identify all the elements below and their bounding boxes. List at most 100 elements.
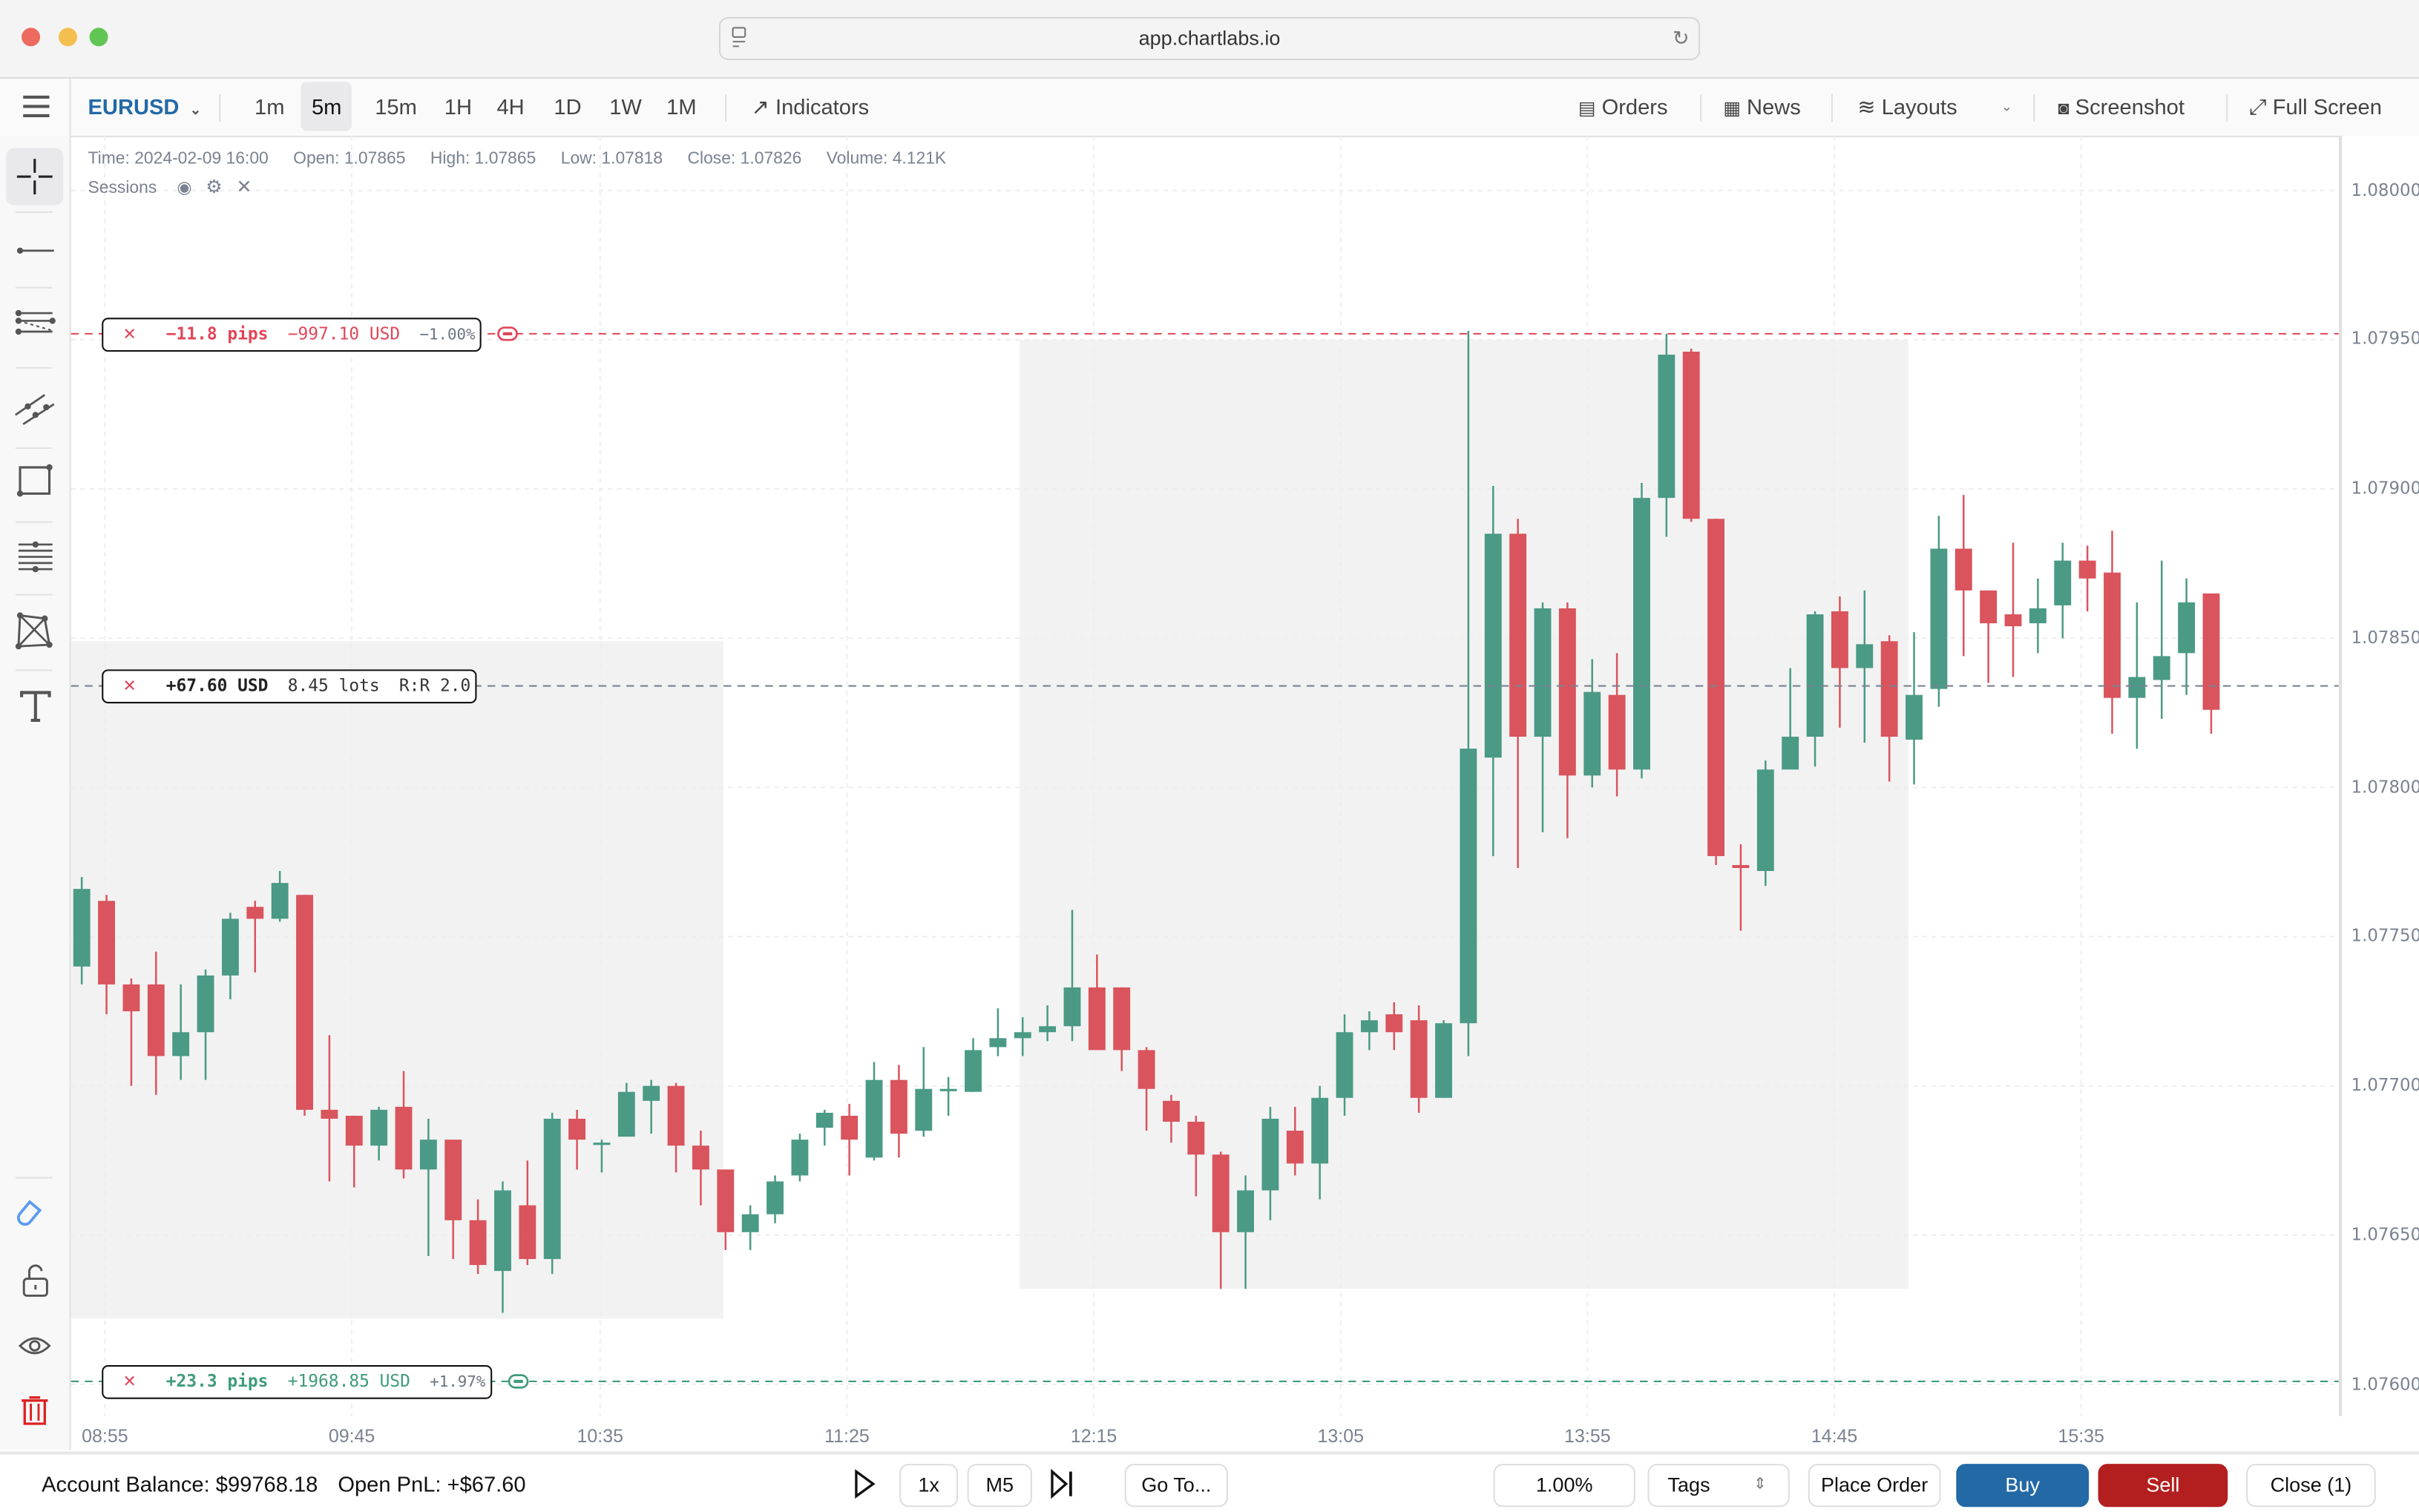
crosshair-tool[interactable] [6, 148, 64, 206]
sidebar-toggle-icon[interactable] [731, 26, 746, 47]
fib-tool[interactable] [6, 298, 63, 355]
legend-time: Time: 2024-02-09 16:00 [88, 149, 269, 168]
symbol-selector[interactable]: EURUSD ⌄ [88, 79, 202, 136]
candle [1534, 608, 1552, 737]
fullscreen-button[interactable]: ⤢ Full Screen [2249, 79, 2382, 136]
close-icon[interactable]: ✕ [236, 176, 252, 198]
candle [1014, 1032, 1031, 1039]
screenshot-button[interactable]: ◙ Screenshot [2058, 79, 2185, 136]
goto-button[interactable]: Go To... [1124, 1464, 1228, 1508]
layouts-button[interactable]: ≋ Layouts [1857, 79, 1957, 136]
place-order-button[interactable]: Place Order [1808, 1464, 1941, 1508]
step-forward-button[interactable] [1046, 1467, 1077, 1501]
risk-value: 1.00% [1535, 1473, 1593, 1496]
candle [767, 1181, 784, 1214]
play-icon [855, 1469, 876, 1499]
close-icon[interactable]: ✕ [123, 322, 136, 346]
legend-close: Close: 1.07826 [687, 149, 802, 168]
candle [1385, 1014, 1403, 1033]
text-tool[interactable] [6, 677, 63, 734]
timeframe-5m[interactable]: 5m [301, 82, 352, 131]
candle [1509, 533, 1527, 737]
gear-icon[interactable]: ⚙ [206, 176, 223, 198]
magnet-toggle[interactable] [6, 1186, 63, 1243]
horizontal-lines-tool[interactable] [6, 527, 63, 585]
address-bar[interactable]: app.chartlabs.io ↻ [718, 16, 1701, 61]
timeframe-1m[interactable]: 1m [255, 93, 285, 119]
candle [1608, 694, 1626, 770]
time-tick: 13:05 [1317, 1425, 1364, 1447]
pattern-tool[interactable] [6, 602, 63, 659]
time-tick: 09:45 [328, 1425, 375, 1447]
visibility-toggle[interactable] [6, 1318, 63, 1375]
timeframe-4H[interactable]: 4H [496, 93, 525, 119]
rectangle-tool[interactable] [6, 452, 63, 509]
timeframe-1W[interactable]: 1W [609, 93, 642, 119]
parallel-channel-tool[interactable] [6, 378, 63, 435]
candle [939, 1088, 957, 1091]
candle [1063, 987, 1081, 1027]
candle [1237, 1190, 1254, 1232]
menu-button[interactable] [20, 79, 54, 136]
sell-label: Sell [2146, 1473, 2180, 1496]
candlestick-chart[interactable] [70, 135, 2339, 1416]
timeframe-1D[interactable]: 1D [554, 93, 582, 119]
candle [1658, 355, 1675, 499]
position-pnl: +67.60 USD [165, 675, 269, 696]
close-positions-button[interactable]: Close (1) [2246, 1464, 2376, 1508]
candle [989, 1038, 1007, 1048]
eye-icon [18, 1337, 51, 1355]
take-profit-label[interactable]: ✕ +23.3 pips +1968.85 USD +1.97% [102, 1365, 492, 1399]
maximize-window-button[interactable] [89, 27, 108, 47]
entry-label[interactable]: ✕ +67.60 USD 8.45 lots R:R 2.0 [102, 669, 477, 704]
time-axis[interactable]: 08:55 09:45 10:35 11:25 12:15 13:05 13:55 14:45… [71, 1416, 2339, 1450]
time-tick: 08:55 [82, 1425, 128, 1447]
layouts-dropdown-chevron-icon[interactable]: ⌄ [2000, 99, 2013, 114]
candle [965, 1050, 982, 1092]
play-button[interactable] [850, 1467, 878, 1501]
sell-button[interactable]: Sell [2098, 1464, 2228, 1508]
tags-select[interactable]: Tags ⇕ [1647, 1464, 1790, 1508]
minimize-window-button[interactable] [59, 27, 77, 47]
speed-label: 1x [918, 1473, 939, 1496]
candle [1732, 864, 1750, 869]
horizontal-lines-icon [18, 541, 53, 573]
candle [1088, 987, 1106, 1051]
fibonacci-icon [15, 309, 56, 335]
close-icon[interactable]: ✕ [123, 1370, 136, 1393]
lock-toggle[interactable] [6, 1252, 63, 1309]
news-button[interactable]: ▦ News [1723, 79, 1800, 136]
time-tick: 10:35 [577, 1425, 623, 1447]
candle [122, 984, 140, 1012]
delete-drawings-button[interactable] [6, 1382, 63, 1439]
chart-canvas[interactable] [70, 135, 2339, 1416]
close-positions-label: Close (1) [2270, 1473, 2352, 1496]
stop-loss-label[interactable]: ✕ −11.8 pips −997.10 USD −1.00% [102, 318, 482, 352]
price-axis[interactable]: 1.08000 1.07950 1.07900 1.07850 1.07800 1.077… [2338, 135, 2419, 1416]
timeframe-1H[interactable]: 1H [444, 93, 473, 119]
eye-icon[interactable]: ◉ [177, 179, 192, 198]
close-window-button[interactable] [22, 27, 41, 47]
timeframe-15m[interactable]: 15m [375, 93, 417, 119]
close-position-icon[interactable]: ✕ [123, 674, 136, 697]
candle [593, 1143, 611, 1145]
take-profit-pct: +1.97% [430, 1374, 486, 1392]
orders-button[interactable]: ▤ Orders [1578, 79, 1668, 136]
candle [1261, 1118, 1279, 1191]
risk-percent-input[interactable]: 1.00% [1493, 1464, 1635, 1508]
stop-loss-pips: −11.8 pips [165, 323, 269, 344]
time-tick: 13:55 [1564, 1425, 1611, 1447]
stop-loss-usd: −997.10 USD [287, 323, 401, 344]
pattern-icon [15, 612, 53, 650]
timeframe-1M[interactable]: 1M [666, 93, 697, 119]
candle [1954, 548, 1972, 591]
buy-button[interactable]: Buy [1956, 1464, 2090, 1508]
price-tick: 1.07950 [2351, 329, 2419, 349]
skip-forward-icon [1051, 1468, 1072, 1499]
indicators-button[interactable]: ↗ Indicators [752, 79, 870, 136]
playback-speed-button[interactable]: 1x [899, 1464, 959, 1508]
candle [1311, 1097, 1329, 1164]
ray-tool[interactable] [6, 222, 63, 279]
interval-button[interactable]: M5 [967, 1464, 1032, 1508]
reload-icon[interactable]: ↻ [1672, 26, 1690, 50]
